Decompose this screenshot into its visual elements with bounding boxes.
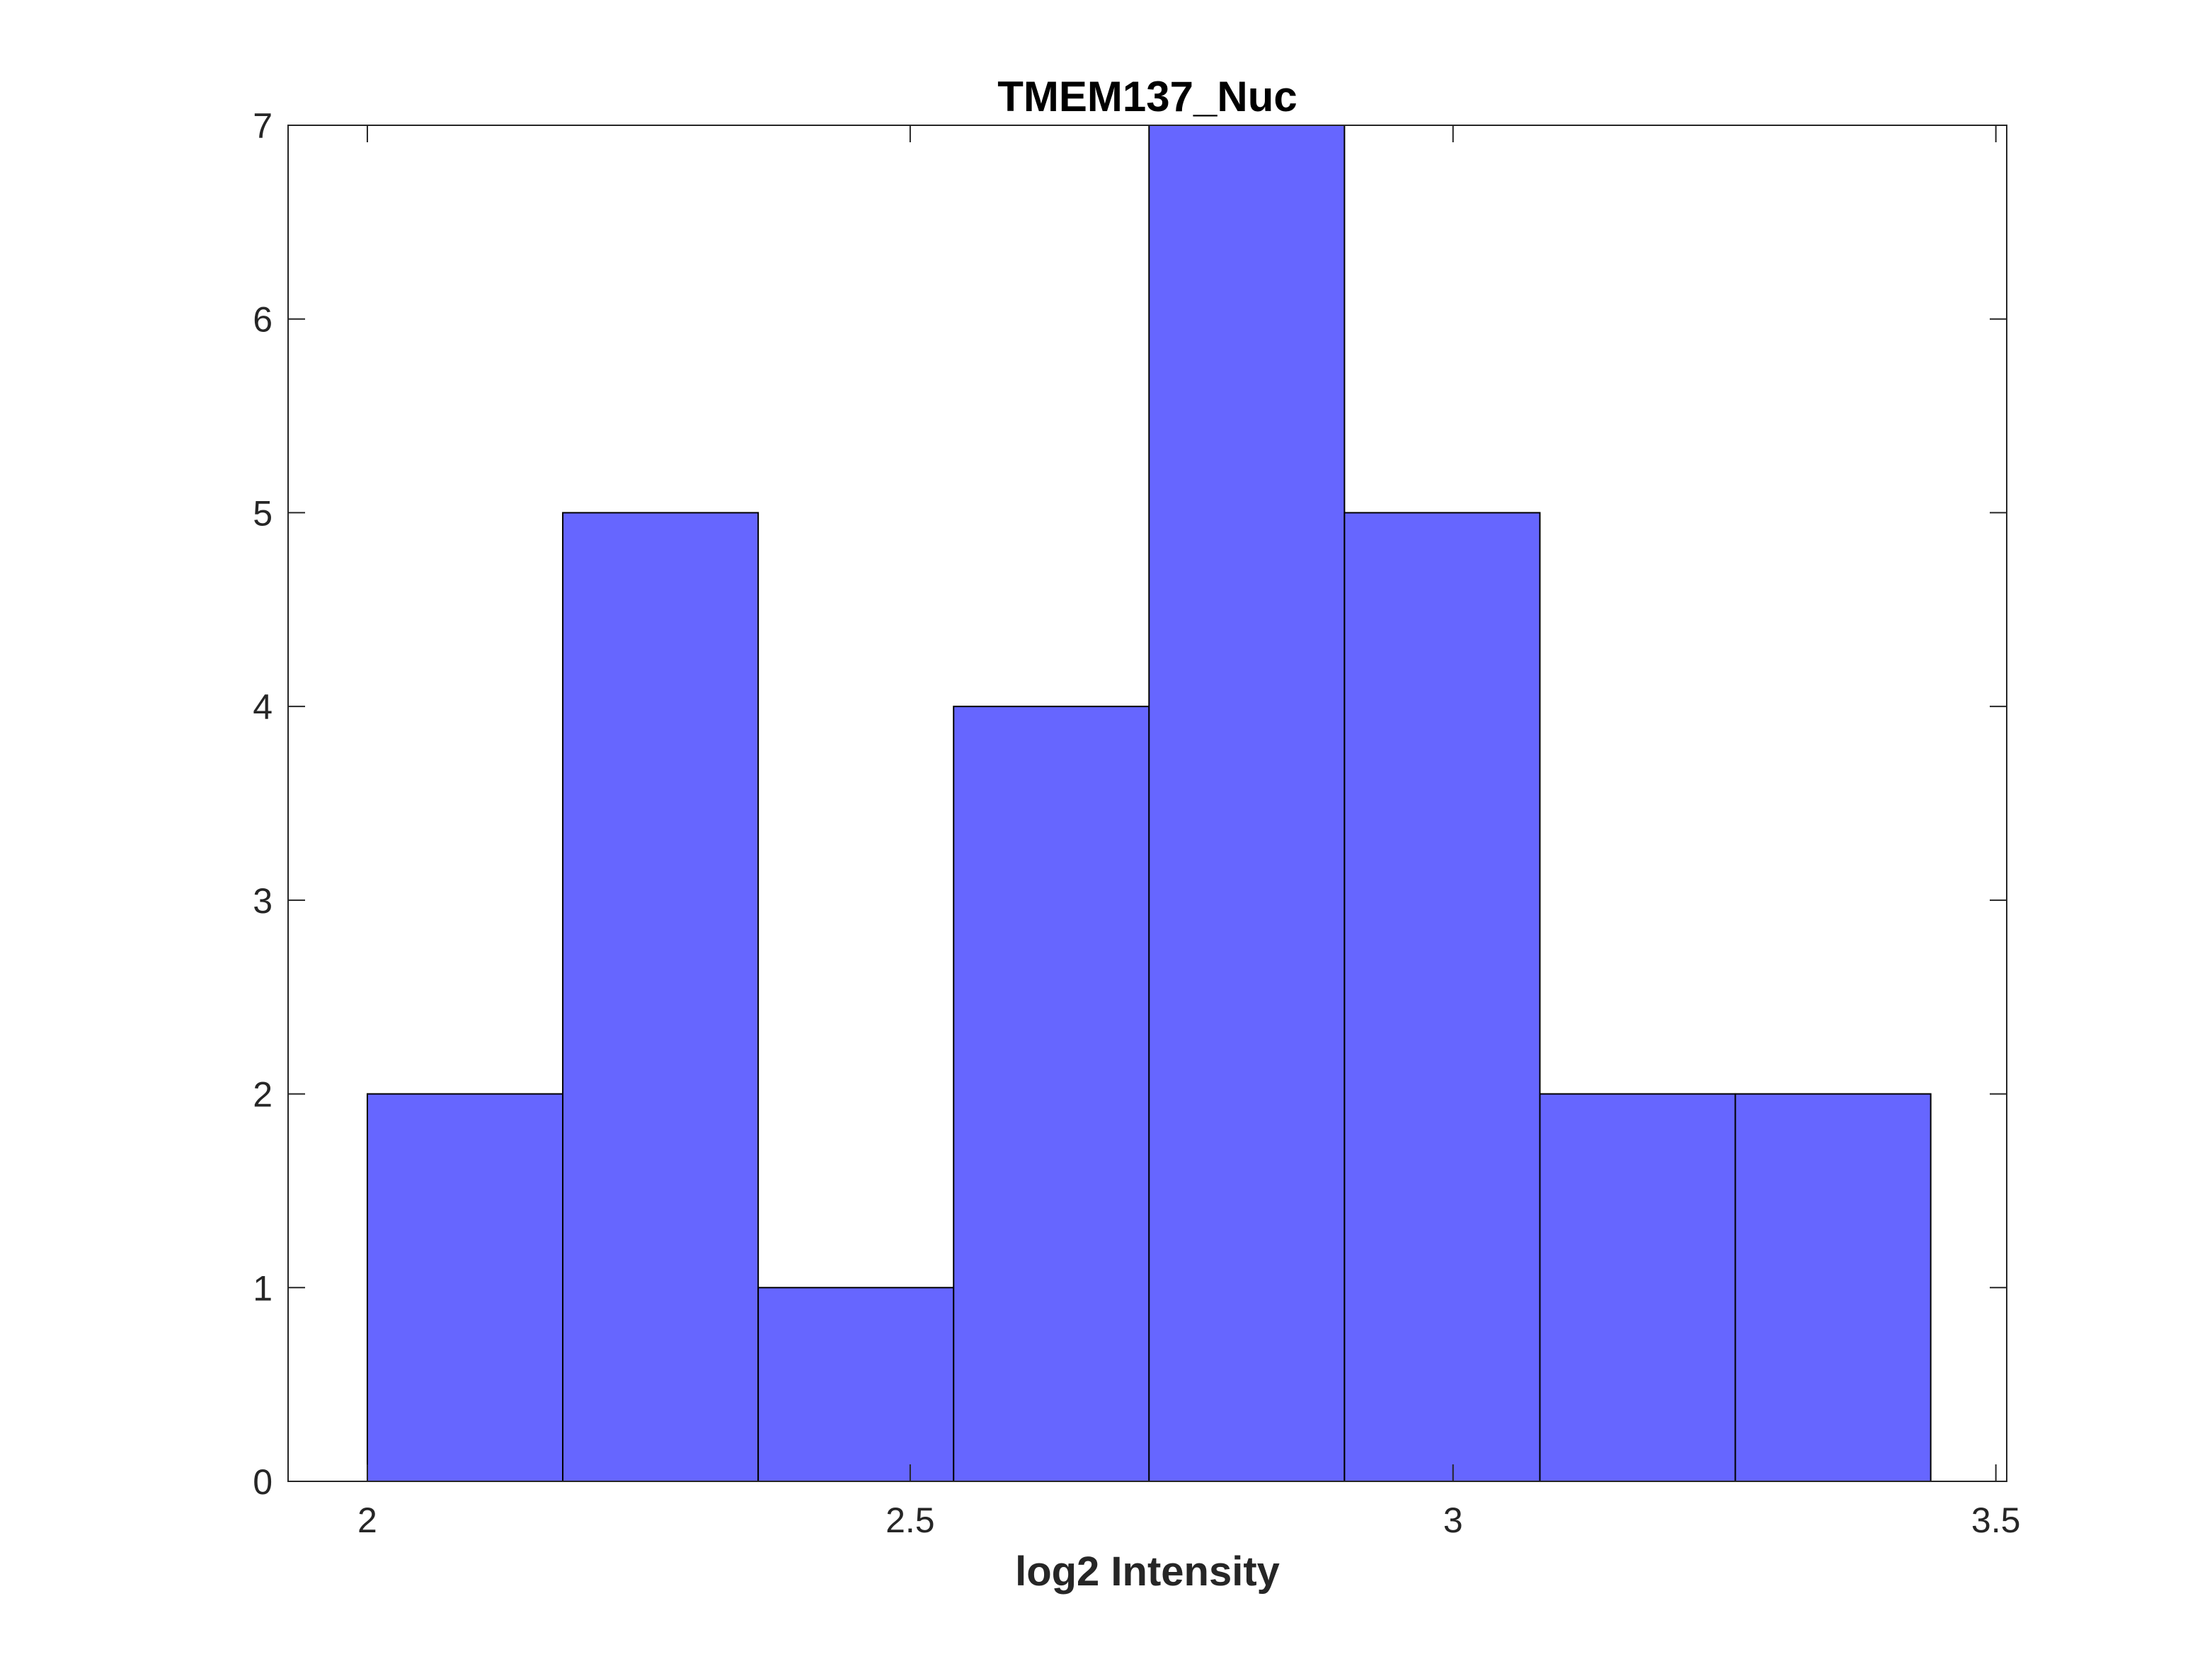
histogram-bar xyxy=(366,1093,564,1482)
y-tick-label: 5 xyxy=(253,493,273,533)
x-tick-label: 2 xyxy=(357,1500,377,1540)
y-tick-label: 7 xyxy=(253,106,273,146)
tick-labels-group: 2 2.5 3 3.5 0 1 2 3 4 5 6 7 xyxy=(253,106,2020,1540)
y-tick-label: 4 xyxy=(253,687,273,727)
histogram-bar xyxy=(1343,512,1541,1482)
axes-box xyxy=(287,125,2007,1482)
x-tick-label: 3.5 xyxy=(1971,1500,2021,1540)
histogram-bar xyxy=(1539,1093,1736,1482)
histogram-bar xyxy=(953,706,1150,1483)
histogram-bar xyxy=(1148,125,1346,1482)
x-axis-label: log2 Intensity xyxy=(1015,1549,1280,1595)
x-tick-label: 2.5 xyxy=(886,1500,935,1540)
histogram-bar xyxy=(562,512,760,1482)
chart-title: TMEM137_Nuc xyxy=(997,73,1297,120)
y-tick-label: 0 xyxy=(253,1462,273,1502)
y-tick-label: 6 xyxy=(253,300,273,340)
bars-group xyxy=(366,125,1932,1483)
y-tick-label: 2 xyxy=(253,1075,273,1115)
histogram-bar xyxy=(757,1287,955,1483)
y-tick-label: 1 xyxy=(253,1268,273,1308)
x-tick-label: 3 xyxy=(1443,1500,1463,1540)
histogram-bar xyxy=(1734,1093,1932,1482)
y-tick-label: 3 xyxy=(253,881,273,921)
